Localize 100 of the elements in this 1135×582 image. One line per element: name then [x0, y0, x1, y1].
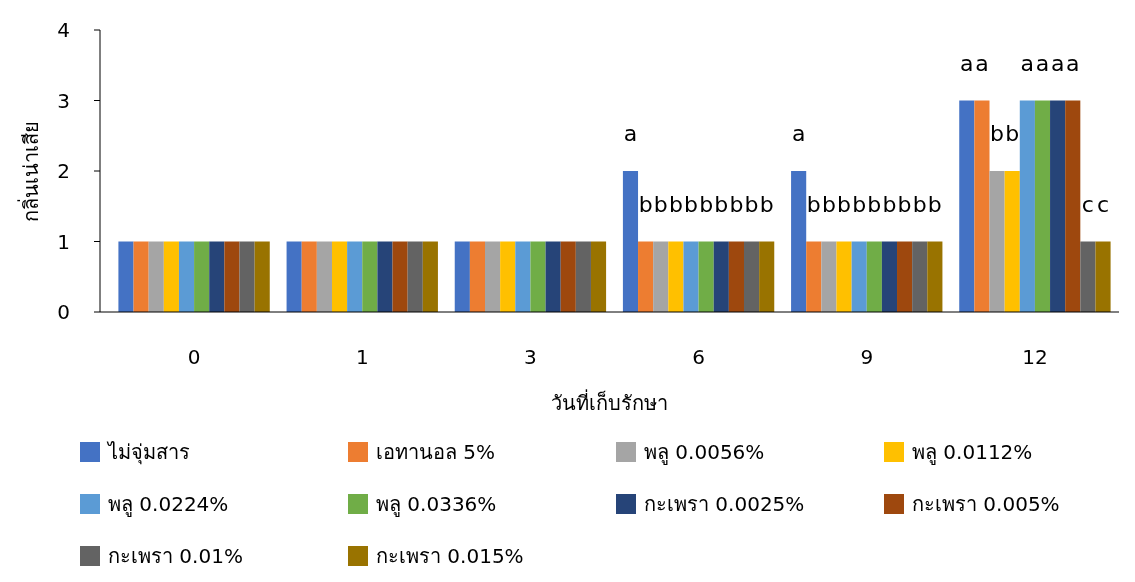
legend-label: เอทานอล 5% [376, 440, 496, 464]
bar [881, 241, 898, 312]
bar [1095, 241, 1111, 312]
bar [1050, 100, 1066, 312]
bar [331, 241, 348, 312]
bar [698, 241, 714, 312]
y-tick-label: 4 [57, 18, 70, 42]
data-label: b [912, 191, 927, 217]
bar [377, 241, 393, 312]
legend-label: ไม่จุ่มสาร [106, 440, 190, 465]
y-axis-title: กลิ่นเน่าเสีย [17, 120, 43, 222]
bar [178, 241, 195, 312]
data-label: a [960, 50, 974, 76]
data-label: b [684, 191, 698, 217]
bar [239, 241, 255, 312]
data-label: c [1081, 191, 1094, 217]
x-tick-label: 3 [524, 345, 537, 369]
data-label: b [821, 191, 836, 217]
bar [515, 241, 531, 312]
data-label: b [699, 191, 714, 217]
data-label: a [1035, 50, 1050, 76]
bar [713, 241, 729, 312]
data-label: a [623, 121, 638, 146]
data-label: b [1005, 121, 1020, 146]
data-label: b [927, 191, 942, 217]
data-label: b [990, 121, 1005, 146]
bar [347, 241, 363, 312]
legend-label: กะเพรา 0.005% [912, 492, 1060, 516]
bar [530, 241, 546, 312]
bar [743, 241, 760, 312]
y-tick-label: 2 [57, 159, 70, 183]
bar [989, 171, 1005, 312]
bar [836, 241, 852, 312]
bar [407, 241, 423, 312]
bar [224, 241, 240, 312]
bar [791, 171, 807, 312]
bar [653, 241, 669, 312]
data-label: b [729, 191, 744, 217]
bar [728, 241, 744, 312]
data-label: a [791, 121, 806, 146]
legend-label: พลู 0.0336% [376, 492, 497, 517]
bar [959, 100, 975, 312]
bar [422, 241, 438, 312]
bar [301, 241, 317, 312]
bar [866, 241, 882, 312]
data-label: b [837, 191, 852, 217]
legend-label: พลู 0.0112% [912, 440, 1033, 465]
data-label: c [1096, 191, 1110, 217]
y-tick-label: 1 [57, 229, 70, 254]
x-tick-label: 12 [1022, 345, 1048, 369]
data-label: b [897, 191, 912, 217]
bar [668, 241, 684, 312]
x-tick-label: 0 [187, 345, 201, 369]
legend-label: กะเพรา 0.01% [108, 544, 243, 568]
data-label: b [867, 191, 882, 217]
bar [1065, 100, 1081, 312]
bar [545, 241, 561, 312]
data-label: b [882, 191, 897, 217]
data-label: a [1066, 50, 1080, 76]
y-tick-label: 0 [57, 300, 70, 324]
bar [927, 241, 943, 312]
x-tick-label: 1 [355, 345, 369, 369]
bar [469, 241, 486, 312]
bar [209, 241, 225, 312]
bar [1019, 100, 1035, 312]
data-label: b [744, 191, 759, 217]
bar [454, 241, 470, 312]
data-label: b [653, 191, 668, 217]
bar [1034, 100, 1051, 312]
bar [912, 241, 928, 312]
bar [806, 241, 822, 312]
legend-label: กะเพรา 0.015% [376, 544, 524, 568]
y-tick-label: 3 [57, 88, 70, 113]
data-label: b [806, 191, 821, 217]
bar [316, 241, 332, 312]
x-tick-label: 6 [692, 345, 705, 369]
bar [133, 241, 149, 312]
bar [575, 241, 591, 312]
bar [286, 241, 302, 312]
bar [485, 241, 501, 312]
bar [851, 241, 867, 312]
data-label: a [1020, 50, 1035, 76]
legend-label: กะเพรา 0.0025% [644, 492, 805, 516]
bar [974, 100, 990, 312]
data-label: b [714, 191, 729, 217]
bar [821, 241, 837, 312]
bar [759, 241, 775, 312]
x-tick-label: 9 [860, 345, 874, 369]
bar [148, 241, 164, 312]
bar [500, 241, 516, 312]
data-label: a [975, 50, 989, 76]
data-label: b [852, 191, 867, 217]
legend-label: พลู 0.0224% [108, 492, 229, 517]
bar [118, 241, 134, 312]
bar [638, 241, 654, 312]
data-label: b [759, 191, 774, 217]
bar [392, 241, 408, 312]
x-axis-title: วันที่เก็บรักษา [551, 389, 668, 415]
bar [560, 241, 576, 312]
bar [362, 241, 378, 312]
